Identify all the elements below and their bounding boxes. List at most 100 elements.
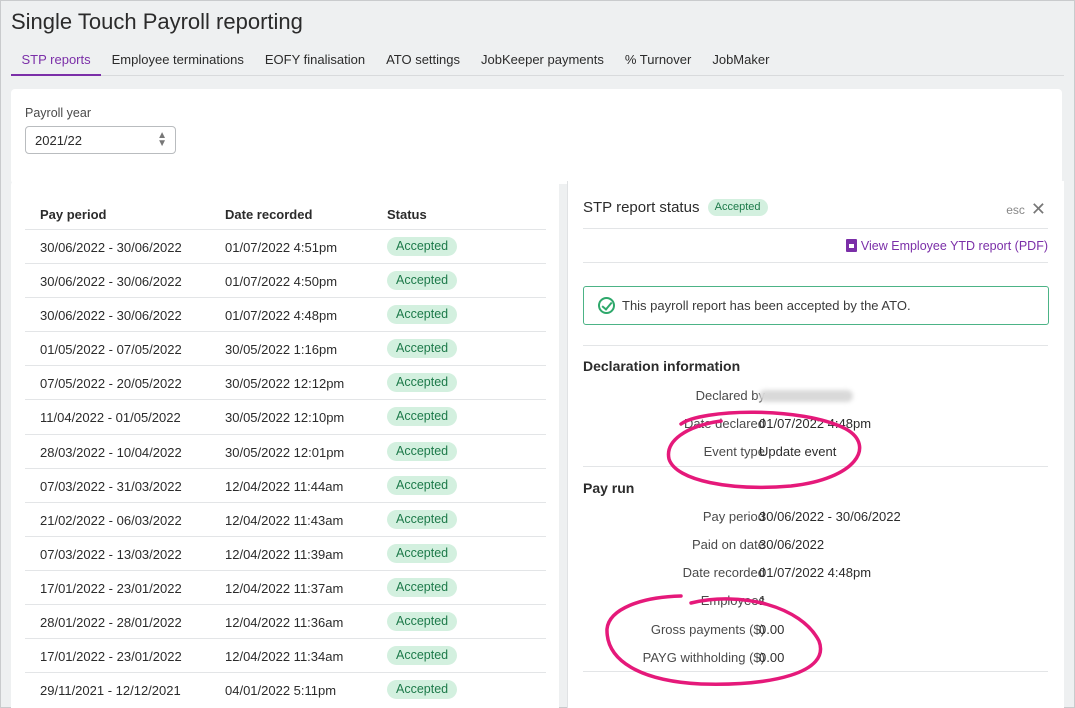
tab-turnover[interactable]: % Turnover: [624, 52, 692, 67]
column-header-status: Status: [387, 207, 427, 222]
date-declared-row: Date declared 01/07/2022 4:48pm: [583, 416, 1053, 436]
pay-period-cell: 07/05/2022 - 20/05/2022: [40, 376, 182, 392]
table-row[interactable]: 07/03/2022 - 13/03/2022 12/04/2022 11:39a…: [25, 535, 546, 570]
status-cell: Accepted: [387, 680, 458, 700]
pdf-document-icon: [845, 239, 857, 252]
pay-period-cell: 28/03/2022 - 10/04/2022: [40, 444, 182, 460]
date-recorded-cell: 30/05/2022 1:16pm: [225, 342, 338, 358]
payroll-year-label: Payroll year: [25, 106, 91, 120]
employees-label: Employees: [700, 593, 765, 608]
status-cell: Accepted: [387, 373, 458, 393]
employees-value: 1: [759, 593, 767, 608]
stp-report-list: Pay period Date recorded Status 30/06/20…: [11, 181, 559, 708]
status-badge: Accepted: [387, 373, 458, 393]
table-body: 30/06/2022 - 30/06/2022 01/07/2022 4:51pm…: [25, 229, 546, 706]
status-cell: Accepted: [387, 407, 458, 427]
divider: [583, 466, 1048, 467]
date-declared-label: Date declared: [684, 416, 765, 431]
table-row[interactable]: 17/01/2022 - 23/01/2022 12/04/2022 11:34a…: [25, 638, 546, 672]
payg-withholding-row: PAYG withholding ($) 0.00: [583, 650, 1053, 670]
view-employee-ytd-report-link[interactable]: View Employee YTD report (PDF): [845, 237, 1048, 253]
table-row[interactable]: 07/03/2022 - 31/03/2022 12/04/2022 11:44a…: [25, 467, 546, 502]
pay-period-cell: 17/01/2022 - 23/01/2022: [40, 649, 182, 665]
divider: [583, 228, 1048, 229]
gross-payments-row: Gross payments ($) 0.00: [583, 622, 1053, 642]
stp-report-detail-panel: STP report status Accepted esc ✕ View Emp…: [567, 181, 1064, 708]
pay-period-cell: 30/06/2022 - 30/06/2022: [40, 308, 182, 324]
date-recorded-cell: 12/04/2022 11:36am: [225, 615, 344, 631]
column-header-date-recorded: Date recorded: [225, 207, 313, 222]
status-badge: Accepted: [387, 577, 458, 597]
declared-by-label: Declared by: [695, 388, 765, 403]
pay-period-cell: 17/01/2022 - 23/01/2022: [40, 580, 182, 596]
pay-period-cell: 01/05/2022 - 07/05/2022: [40, 342, 182, 358]
table-row[interactable]: 30/06/2022 - 30/06/2022 01/07/2022 4:51pm…: [25, 229, 546, 263]
status-badge: Accepted: [707, 199, 768, 216]
status-badge: Accepted: [387, 305, 458, 325]
status-cell: Accepted: [387, 271, 458, 291]
status-badge: Accepted: [387, 441, 458, 461]
declared-by-row: Declared by: [583, 388, 1053, 408]
payroll-year-value: 2021/22: [35, 133, 82, 148]
status-cell: Accepted: [387, 612, 458, 632]
gross-payments-value: 0.00: [759, 622, 785, 637]
status-badge: Accepted: [387, 237, 458, 256]
tab-stp-reports[interactable]: STP reports: [11, 48, 102, 76]
date-recorded-cell: 01/07/2022 4:51pm: [225, 240, 338, 255]
date-declared-value: 01/07/2022 4:48pm: [759, 416, 872, 431]
pay-period-cell: 07/03/2022 - 31/03/2022: [40, 478, 182, 494]
pay-period-cell: 29/11/2021 - 12/12/2021: [40, 683, 181, 699]
employees-row: Employees 1: [583, 593, 1053, 613]
page-title: Single Touch Payroll reporting: [11, 9, 303, 34]
date-recorded-cell: 12/04/2022 11:34am: [225, 649, 344, 665]
table-row[interactable]: 30/06/2022 - 30/06/2022 01/07/2022 4:50pm…: [25, 263, 546, 297]
date-recorded-cell: 01/07/2022 4:50pm: [225, 274, 338, 290]
date-recorded-cell: 04/01/2022 5:11pm: [225, 683, 337, 699]
status-badge: Accepted: [387, 612, 458, 632]
event-type-row: Event type Update event: [583, 444, 1053, 464]
status-cell: Accepted: [387, 339, 458, 359]
payg-withholding-value: 0.00: [759, 650, 785, 665]
tab-employee-terminations[interactable]: Employee terminations: [111, 52, 244, 67]
declared-by-value-redacted: [759, 388, 853, 403]
date-recorded-cell: 12/04/2022 11:44am: [225, 478, 344, 494]
close-button[interactable]: esc ✕: [1006, 198, 1046, 219]
pay-run-section-title: Pay run: [583, 480, 635, 496]
table-row[interactable]: 07/05/2022 - 20/05/2022 30/05/2022 12:12p…: [25, 365, 546, 399]
status-badge: Accepted: [387, 339, 458, 359]
tab-ato-settings[interactable]: ATO settings: [386, 52, 460, 67]
date-recorded-cell: 12/04/2022 11:37am: [225, 580, 344, 596]
declaration-section-title: Declaration information: [583, 358, 741, 374]
divider: [583, 262, 1048, 263]
table-row[interactable]: 28/01/2022 - 28/01/2022 12/04/2022 11:36a…: [25, 604, 546, 638]
divider: [583, 345, 1048, 346]
date-recorded-cell: 30/05/2022 12:12pm: [225, 376, 345, 392]
table-row[interactable]: 30/06/2022 - 30/06/2022 01/07/2022 4:48pm…: [25, 297, 546, 331]
status-badge: Accepted: [387, 407, 458, 427]
event-type-label: Event type: [703, 444, 765, 459]
tab-eofy-finalisation[interactable]: EOFY finalisation: [264, 52, 366, 67]
date-recorded-cell: 30/05/2022 12:01pm: [225, 444, 345, 460]
date-recorded-cell: 12/04/2022 11:43am: [225, 512, 344, 528]
table-row[interactable]: 29/11/2021 - 12/12/2021 04/01/2022 5:11pm…: [25, 672, 546, 706]
esc-label: esc: [1006, 203, 1025, 217]
payroll-year-select[interactable]: 2021/22 ▲ ▼: [25, 126, 176, 154]
pdf-link-label: View Employee YTD report (PDF): [860, 239, 1048, 253]
paid-on-date-value: 30/06/2022: [759, 537, 825, 552]
gross-payments-label: Gross payments ($): [650, 622, 765, 637]
alert-message: This payroll report has been accepted by…: [622, 298, 911, 313]
pay-period-label: Pay period: [702, 509, 765, 524]
pay-period-value: 30/06/2022 - 30/06/2022: [759, 509, 901, 524]
table-row[interactable]: 11/04/2022 - 01/05/2022 30/05/2022 12:10p…: [25, 399, 546, 433]
date-recorded-cell: 30/05/2022 12:10pm: [225, 410, 345, 426]
tab-jobmaker[interactable]: JobMaker: [712, 52, 770, 67]
status-badge: Accepted: [387, 475, 458, 495]
table-row[interactable]: 17/01/2022 - 23/01/2022 12/04/2022 11:37a…: [25, 569, 546, 604]
table-row[interactable]: 28/03/2022 - 10/04/2022 30/05/2022 12:01p…: [25, 433, 546, 468]
date-recorded-row: Date recorded 01/07/2022 4:48pm: [583, 565, 1053, 585]
tab-jobkeeper-payments[interactable]: JobKeeper payments: [481, 52, 604, 67]
table-row[interactable]: 21/02/2022 - 06/03/2022 12/04/2022 11:43a…: [25, 501, 546, 536]
status-cell: Accepted: [387, 509, 458, 529]
table-row[interactable]: 01/05/2022 - 07/05/2022 30/05/2022 1:16pm…: [25, 331, 546, 365]
date-recorded-value: 01/07/2022 4:48pm: [759, 565, 872, 580]
